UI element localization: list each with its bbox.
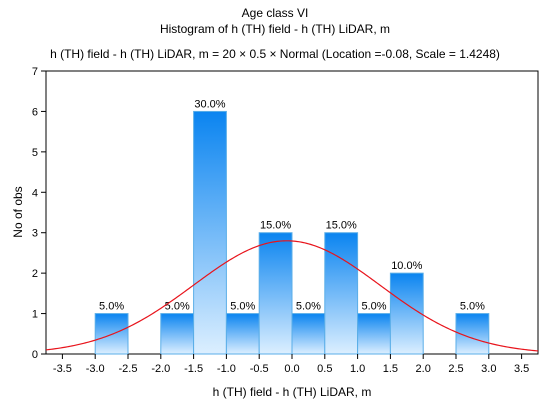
x-tick-label-6: -0.5 bbox=[250, 363, 269, 375]
y-tick-label-2: 2 bbox=[32, 268, 38, 280]
bar-percent-label-3: 5.0% bbox=[230, 301, 255, 313]
y-tick-label-4: 4 bbox=[32, 187, 38, 199]
x-tick-label-14: 3.5 bbox=[514, 363, 529, 375]
bar-percent-label-9: 5.0% bbox=[460, 301, 485, 313]
bar-percent-label-2: 30.0% bbox=[194, 98, 225, 110]
bar-percent-label-4: 15.0% bbox=[260, 220, 291, 232]
histogram-bar-2 bbox=[193, 110, 227, 355]
y-tick-label-6: 6 bbox=[32, 106, 38, 118]
y-tick-label-1: 1 bbox=[32, 309, 38, 321]
bar-percent-label-7: 5.0% bbox=[361, 301, 386, 313]
x-tick-label-2: -2.5 bbox=[119, 363, 138, 375]
bar-labels-group: 5.0% 5.0% 30.0% 5.0% 15.0% 5.0% 15.0% 5.0% 10.0%… bbox=[99, 98, 485, 312]
x-tick-label-7: 0.0 bbox=[284, 363, 299, 375]
bar-percent-label-0: 5.0% bbox=[99, 301, 124, 313]
normal-fit-curve bbox=[45, 240, 539, 352]
x-tick-label-13: 3.0 bbox=[481, 363, 496, 375]
x-tick-label-1: -3.0 bbox=[86, 363, 105, 375]
histogram-bar-7 bbox=[357, 313, 391, 355]
x-tick-label-0: -3.5 bbox=[53, 363, 72, 375]
x-axis: -3.5 -3.0 -2.5 -2.0 -1.5 -1.0 -0.5 0.0 0.5 1.0 1.5… bbox=[53, 354, 529, 375]
y-tick-label-7: 7 bbox=[32, 66, 38, 78]
x-tick-label-12: 2.5 bbox=[448, 363, 463, 375]
chart-title: Age class VI bbox=[241, 6, 309, 20]
fit-label: h (TH) field - h (TH) LiDAR, m = 20 × 0.… bbox=[50, 47, 500, 61]
histogram-bar-3 bbox=[225, 313, 260, 355]
y-tick-label-0: 0 bbox=[32, 349, 38, 361]
x-tick-label-9: 1.0 bbox=[350, 363, 365, 375]
x-axis-label: h (TH) field - h (TH) LiDAR, m bbox=[213, 385, 372, 399]
histogram-bar-1 bbox=[160, 313, 195, 355]
x-tick-label-3: -2.0 bbox=[151, 363, 170, 375]
bar-percent-label-6: 15.0% bbox=[326, 220, 357, 232]
x-tick-label-4: -1.5 bbox=[184, 363, 203, 375]
y-axis: 0 1 2 3 4 5 6 7 bbox=[32, 66, 46, 361]
histogram-bar-0 bbox=[94, 313, 129, 355]
x-tick-label-5: -1.0 bbox=[217, 363, 236, 375]
bar-percent-label-8: 10.0% bbox=[391, 260, 422, 272]
y-tick-label-5: 5 bbox=[32, 147, 38, 159]
bar-percent-label-5: 5.0% bbox=[296, 301, 321, 313]
x-tick-label-10: 1.5 bbox=[383, 363, 398, 375]
y-axis-label: No of obs bbox=[11, 186, 25, 237]
histogram-bar-5 bbox=[291, 313, 326, 355]
x-tick-label-11: 2.0 bbox=[416, 363, 431, 375]
histogram-bar-4 bbox=[258, 232, 293, 355]
histogram-bar-6 bbox=[324, 232, 359, 355]
y-tick-label-3: 3 bbox=[32, 228, 38, 240]
histogram-bar-8 bbox=[389, 272, 424, 355]
x-tick-label-8: 0.5 bbox=[317, 363, 332, 375]
chart-subtitle: Histogram of h (TH) field - h (TH) LiDAR… bbox=[159, 22, 391, 36]
bars-group bbox=[94, 110, 490, 355]
bar-percent-label-1: 5.0% bbox=[165, 301, 190, 313]
